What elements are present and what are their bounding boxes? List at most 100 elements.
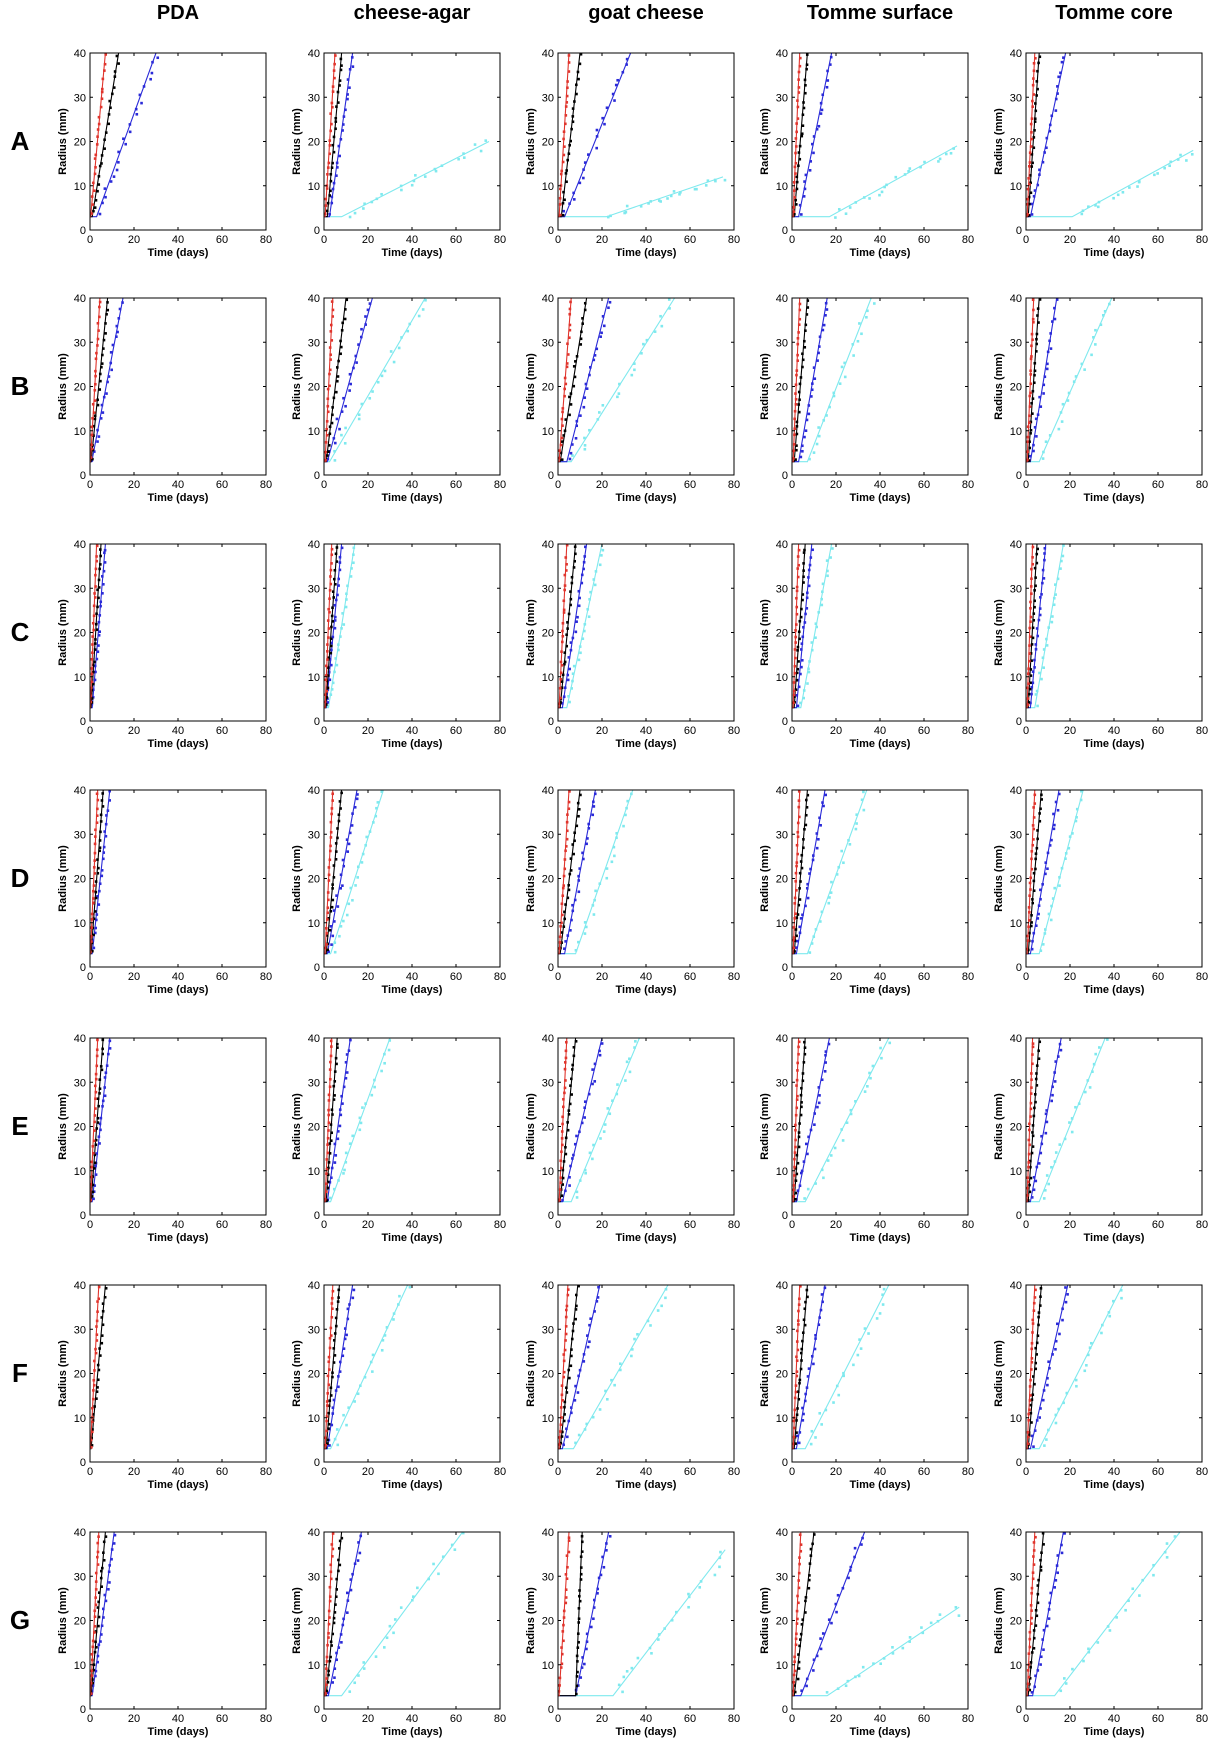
- data-point-red: [1028, 626, 1032, 630]
- data-point-black: [331, 1375, 334, 1379]
- data-point-cyan: [825, 414, 828, 417]
- data-point-blue: [1046, 362, 1049, 366]
- data-point-black: [574, 1040, 578, 1043]
- y-tick-label: 30: [1010, 1571, 1022, 1583]
- data-point-blue: [592, 805, 596, 808]
- data-point-black: [561, 1183, 564, 1186]
- data-point-red: [327, 607, 330, 611]
- y-tick-label: 30: [1010, 92, 1022, 104]
- data-point-blue: [103, 1076, 107, 1079]
- data-point-cyan: [416, 1586, 419, 1590]
- data-point-cyan: [1106, 1038, 1109, 1041]
- data-point-cyan: [1047, 626, 1051, 629]
- data-point-red: [327, 873, 331, 877]
- data-point-red: [328, 610, 331, 614]
- data-point-black: [335, 546, 339, 549]
- data-point-black: [99, 1576, 103, 1580]
- data-point-red: [326, 891, 330, 894]
- data-point-red: [330, 1543, 334, 1546]
- data-point-cyan: [1071, 832, 1074, 835]
- data-point-black: [795, 180, 799, 184]
- x-tick-label: 0: [1023, 725, 1029, 737]
- data-point-red: [1026, 1688, 1030, 1691]
- data-point-cyan: [844, 1684, 848, 1688]
- data-point-black: [566, 896, 570, 900]
- data-point-blue: [1060, 1551, 1064, 1555]
- data-point-cyan: [1101, 313, 1105, 317]
- data-point-blue: [569, 451, 573, 455]
- data-point-black: [800, 1086, 803, 1090]
- data-point-black: [334, 850, 338, 853]
- data-point-blue: [345, 1591, 349, 1595]
- data-point-red: [1027, 919, 1031, 922]
- data-point-cyan: [1179, 153, 1182, 157]
- data-point-black: [574, 1293, 578, 1297]
- data-point-black: [798, 398, 801, 402]
- data-point-blue: [138, 93, 142, 97]
- data-point-cyan: [1096, 205, 1100, 209]
- y-tick-label: 20: [776, 137, 788, 149]
- data-point-blue: [566, 673, 570, 677]
- data-point-red: [328, 1585, 332, 1589]
- data-point-cyan: [1103, 309, 1107, 313]
- data-point-cyan: [356, 1392, 360, 1396]
- data-point-cyan: [803, 1197, 806, 1200]
- data-point-blue: [824, 1053, 827, 1057]
- data-point-black: [336, 1042, 339, 1046]
- x-axis-label: Time (days): [148, 247, 209, 259]
- data-point-blue: [1051, 1353, 1054, 1356]
- data-point-cyan: [440, 164, 444, 168]
- y-tick-label: 0: [80, 1704, 86, 1716]
- data-point-black: [1031, 901, 1034, 905]
- data-point-red: [92, 181, 95, 185]
- data-point-cyan: [363, 202, 366, 206]
- data-point-blue: [592, 800, 595, 804]
- y-tick-label: 30: [74, 92, 86, 104]
- data-point-cyan: [1097, 200, 1101, 204]
- x-tick-label: 40: [874, 725, 886, 737]
- data-point-red: [797, 70, 801, 74]
- data-point-red: [796, 821, 800, 825]
- data-point-red: [97, 1285, 101, 1289]
- data-point-cyan: [1045, 637, 1048, 641]
- data-point-black: [561, 201, 565, 205]
- data-point-blue: [344, 108, 347, 112]
- data-point-blue: [108, 1047, 112, 1050]
- data-point-black: [1028, 440, 1031, 444]
- data-point-red: [1030, 1078, 1033, 1082]
- data-point-blue: [597, 1285, 600, 1289]
- data-point-black: [91, 1190, 95, 1194]
- y-tick-label: 20: [542, 1369, 554, 1381]
- data-point-red: [325, 433, 329, 437]
- data-point-black: [331, 883, 334, 886]
- data-point-black: [339, 57, 343, 61]
- data-point-blue: [582, 567, 585, 571]
- data-point-blue: [587, 153, 590, 156]
- data-point-blue: [798, 925, 802, 929]
- y-tick-label: 20: [542, 382, 554, 394]
- data-point-red: [568, 307, 572, 311]
- data-point-cyan: [799, 701, 802, 705]
- data-point-cyan: [826, 569, 829, 573]
- data-point-blue: [115, 324, 119, 328]
- data-point-red: [93, 388, 97, 392]
- data-point-black: [340, 791, 343, 795]
- y-tick-label: 20: [74, 1369, 86, 1381]
- data-point-red: [794, 880, 798, 883]
- data-point-blue: [806, 882, 809, 886]
- data-point-cyan: [630, 1666, 634, 1670]
- x-tick-label: 20: [830, 1713, 842, 1725]
- data-point-blue: [109, 361, 113, 365]
- data-point-black: [559, 451, 563, 455]
- data-point-blue: [601, 315, 605, 318]
- data-point-blue: [583, 161, 587, 164]
- data-point-black: [329, 637, 333, 641]
- data-layer: [792, 544, 834, 709]
- data-point-black: [577, 1621, 581, 1624]
- y-tick-label: 30: [1010, 337, 1022, 349]
- y-tick-label: 30: [776, 583, 788, 595]
- data-point-red: [1029, 1101, 1033, 1105]
- data-point-red: [1028, 1645, 1032, 1649]
- data-point-blue: [343, 1337, 347, 1341]
